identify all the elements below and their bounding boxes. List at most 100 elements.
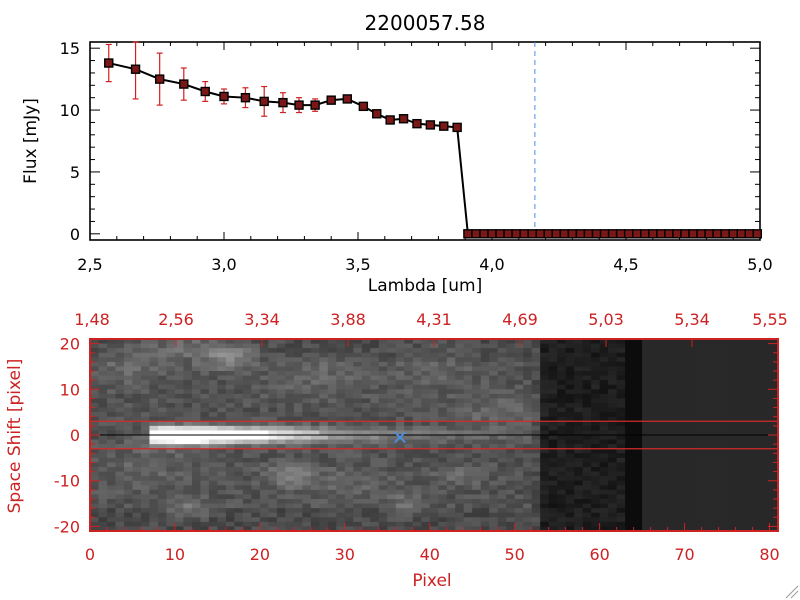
heatmap-cell <box>472 512 482 518</box>
heatmap-cell <box>268 467 278 472</box>
heatmap-cell <box>463 416 473 422</box>
heatmap-cell <box>310 508 320 514</box>
heatmap-cell <box>310 453 320 459</box>
heatmap-cell <box>718 352 728 358</box>
heatmap-cell <box>166 471 176 477</box>
heatmap-cell <box>370 499 380 504</box>
heatmap-cell <box>599 462 609 468</box>
heatmap-cell <box>183 371 193 376</box>
heatmap-cell <box>106 366 116 372</box>
heatmap-cell <box>608 375 618 381</box>
heatmap-cell <box>548 361 558 367</box>
flux-point <box>452 122 462 133</box>
heatmap-cell <box>514 453 524 459</box>
heatmap-cell <box>251 425 261 431</box>
heatmap-cell <box>123 503 133 509</box>
heatmap-cell <box>370 503 380 509</box>
heatmap-cell <box>166 480 176 486</box>
heatmap-cell <box>412 393 422 399</box>
spectrum-x-tick-label: 3,5 <box>345 255 370 274</box>
heatmap-cell <box>642 512 651 518</box>
heatmap-cell <box>361 457 371 463</box>
heatmap-cell <box>727 494 736 500</box>
heatmap-cell <box>446 393 456 399</box>
heatmap-cell <box>251 503 261 509</box>
resize-grip-icon[interactable] <box>785 585 799 599</box>
heatmap-cell <box>310 435 320 440</box>
heatmap-cell <box>293 403 303 408</box>
heatmap-cell <box>191 384 201 390</box>
heatmap-cell <box>149 489 159 495</box>
heatmap-cell <box>480 471 490 477</box>
heatmap-cell <box>608 398 618 404</box>
heatmap-cell <box>701 485 711 491</box>
heatmap-cell <box>625 453 634 459</box>
heatmap-cell <box>659 421 668 427</box>
heatmap-cell <box>208 339 218 344</box>
image-wavelength-tick-label: 5,55 <box>752 310 788 329</box>
heatmap-cell <box>251 393 261 399</box>
heatmap-cell <box>132 499 142 504</box>
heatmap-cell <box>744 348 753 354</box>
heatmap-cell <box>769 494 779 500</box>
heatmap-cell <box>650 357 660 363</box>
heatmap-cell <box>582 371 592 376</box>
heatmap-cell <box>310 343 320 349</box>
heatmap-cell <box>90 407 99 413</box>
heatmap-cell <box>208 421 218 427</box>
heatmap-cell <box>361 371 371 376</box>
heatmap-cell <box>676 457 685 463</box>
heatmap-cell <box>659 494 668 500</box>
heatmap-cell <box>149 462 159 468</box>
heatmap-cell <box>98 439 108 445</box>
heatmap-cell <box>336 375 346 381</box>
heatmap-cell <box>106 407 116 413</box>
heatmap-cell <box>259 352 269 358</box>
heatmap-cell <box>489 508 499 514</box>
heatmap-cell <box>344 499 354 504</box>
heatmap-cell <box>191 471 201 477</box>
heatmap-cell <box>302 508 312 514</box>
heatmap-cell <box>659 384 668 390</box>
heatmap-cell <box>565 361 575 367</box>
heatmap-cell <box>90 389 99 395</box>
flux-point <box>640 229 650 239</box>
spectral-image-heatmap <box>90 339 779 532</box>
heatmap-cell <box>259 512 269 518</box>
heatmap-cell <box>336 398 346 404</box>
heatmap-cell <box>455 430 465 436</box>
heatmap-cell <box>310 403 320 408</box>
heatmap-cell <box>735 526 745 532</box>
heatmap-cell <box>115 425 125 431</box>
heatmap-cell <box>472 453 482 459</box>
heatmap-cell <box>514 361 524 367</box>
heatmap-cell <box>548 416 558 422</box>
heatmap-cell <box>174 471 184 477</box>
heatmap-cell <box>574 494 584 500</box>
heatmap-cell <box>412 407 422 413</box>
heatmap-cell <box>650 512 660 518</box>
heatmap-cell <box>234 485 244 491</box>
heatmap-cell <box>361 357 371 363</box>
heatmap-cell <box>123 348 133 354</box>
heatmap-cell <box>497 439 507 445</box>
heatmap-cell <box>234 521 244 527</box>
heatmap-cell <box>123 375 133 381</box>
heatmap-cell <box>242 380 252 386</box>
flux-point <box>130 64 141 74</box>
heatmap-cell <box>455 457 465 463</box>
heatmap-cell <box>659 508 668 514</box>
heatmap-cell <box>463 526 473 532</box>
heatmap-cell <box>591 476 601 482</box>
heatmap-cell <box>404 416 414 422</box>
heatmap-cell <box>395 380 405 386</box>
heatmap-cell <box>293 453 303 459</box>
heatmap-cell <box>633 494 643 500</box>
heatmap-cell <box>353 412 363 418</box>
heatmap-cell <box>370 352 380 358</box>
heatmap-cell <box>582 512 592 518</box>
heatmap-cell <box>157 526 167 532</box>
heatmap-cell <box>217 425 227 431</box>
heatmap-cell <box>361 416 371 422</box>
heatmap-cell <box>395 457 405 463</box>
